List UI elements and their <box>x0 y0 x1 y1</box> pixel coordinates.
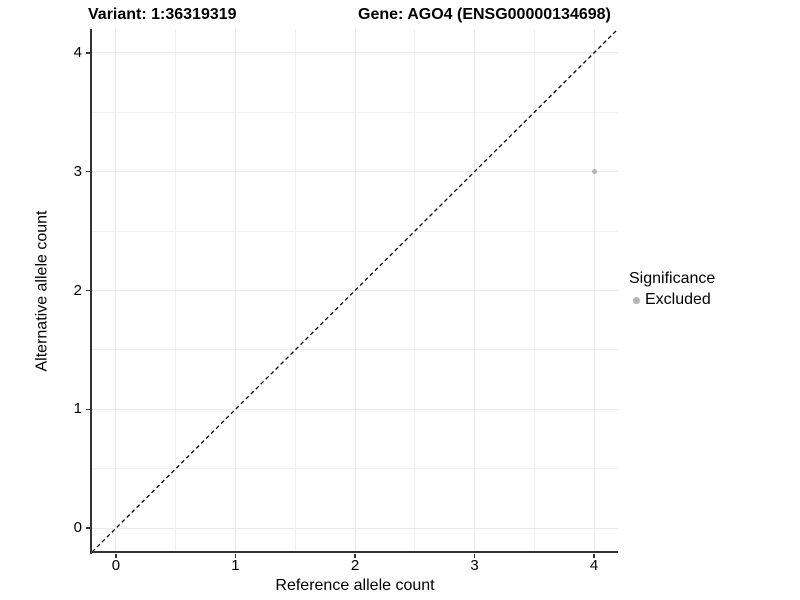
legend-item-label: Excluded <box>645 291 711 308</box>
data-point <box>591 169 597 175</box>
y-tick-mark <box>86 289 90 292</box>
y-tick-label: 3 <box>73 162 82 180</box>
x-axis-title: Reference allele count <box>275 577 435 594</box>
plot-panel <box>92 29 618 552</box>
y-tick-mark <box>86 408 90 411</box>
x-axis-line <box>90 551 618 553</box>
x-tick-label: 0 <box>111 557 121 574</box>
y-axis-line <box>90 29 92 554</box>
excluded-marker-icon <box>633 297 640 304</box>
x-tick-label: 3 <box>470 557 479 574</box>
variant-title: Variant: 1:36319319 <box>88 6 237 23</box>
major-gridline-h <box>92 171 618 173</box>
legend-title: Significance <box>629 270 716 287</box>
x-tick-label: 1 <box>231 557 240 574</box>
identity-dashed-line <box>92 29 618 552</box>
gene-title: Gene: AGO4 (ENSG00000134698) <box>358 6 611 23</box>
legend-item-excluded: Excluded <box>629 291 715 309</box>
y-tick-label: 4 <box>73 43 82 61</box>
y-axis-title: Alternative allele count <box>33 210 51 372</box>
x-tick-mark <box>354 554 356 558</box>
x-tick-mark <box>234 554 237 558</box>
y-tick-label: 0 <box>73 519 82 537</box>
y-tick-mark <box>86 52 90 54</box>
major-gridline-h <box>92 527 618 529</box>
x-tick-label: 2 <box>350 557 360 574</box>
x-tick-mark <box>115 554 117 558</box>
major-gridline-h <box>92 52 618 54</box>
x-tick-mark <box>473 554 476 558</box>
legend: Significance Excluded <box>629 270 715 309</box>
identity-line-layer <box>92 29 618 552</box>
y-tick-label: 1 <box>73 400 82 418</box>
major-gridline-h <box>92 290 618 291</box>
y-tick-mark <box>86 170 90 173</box>
y-tick-label: 2 <box>73 281 82 299</box>
major-gridline-h <box>92 408 618 410</box>
y-tick-mark <box>86 527 90 529</box>
x-tick-mark <box>593 554 595 558</box>
x-tick-label: 4 <box>589 557 599 574</box>
